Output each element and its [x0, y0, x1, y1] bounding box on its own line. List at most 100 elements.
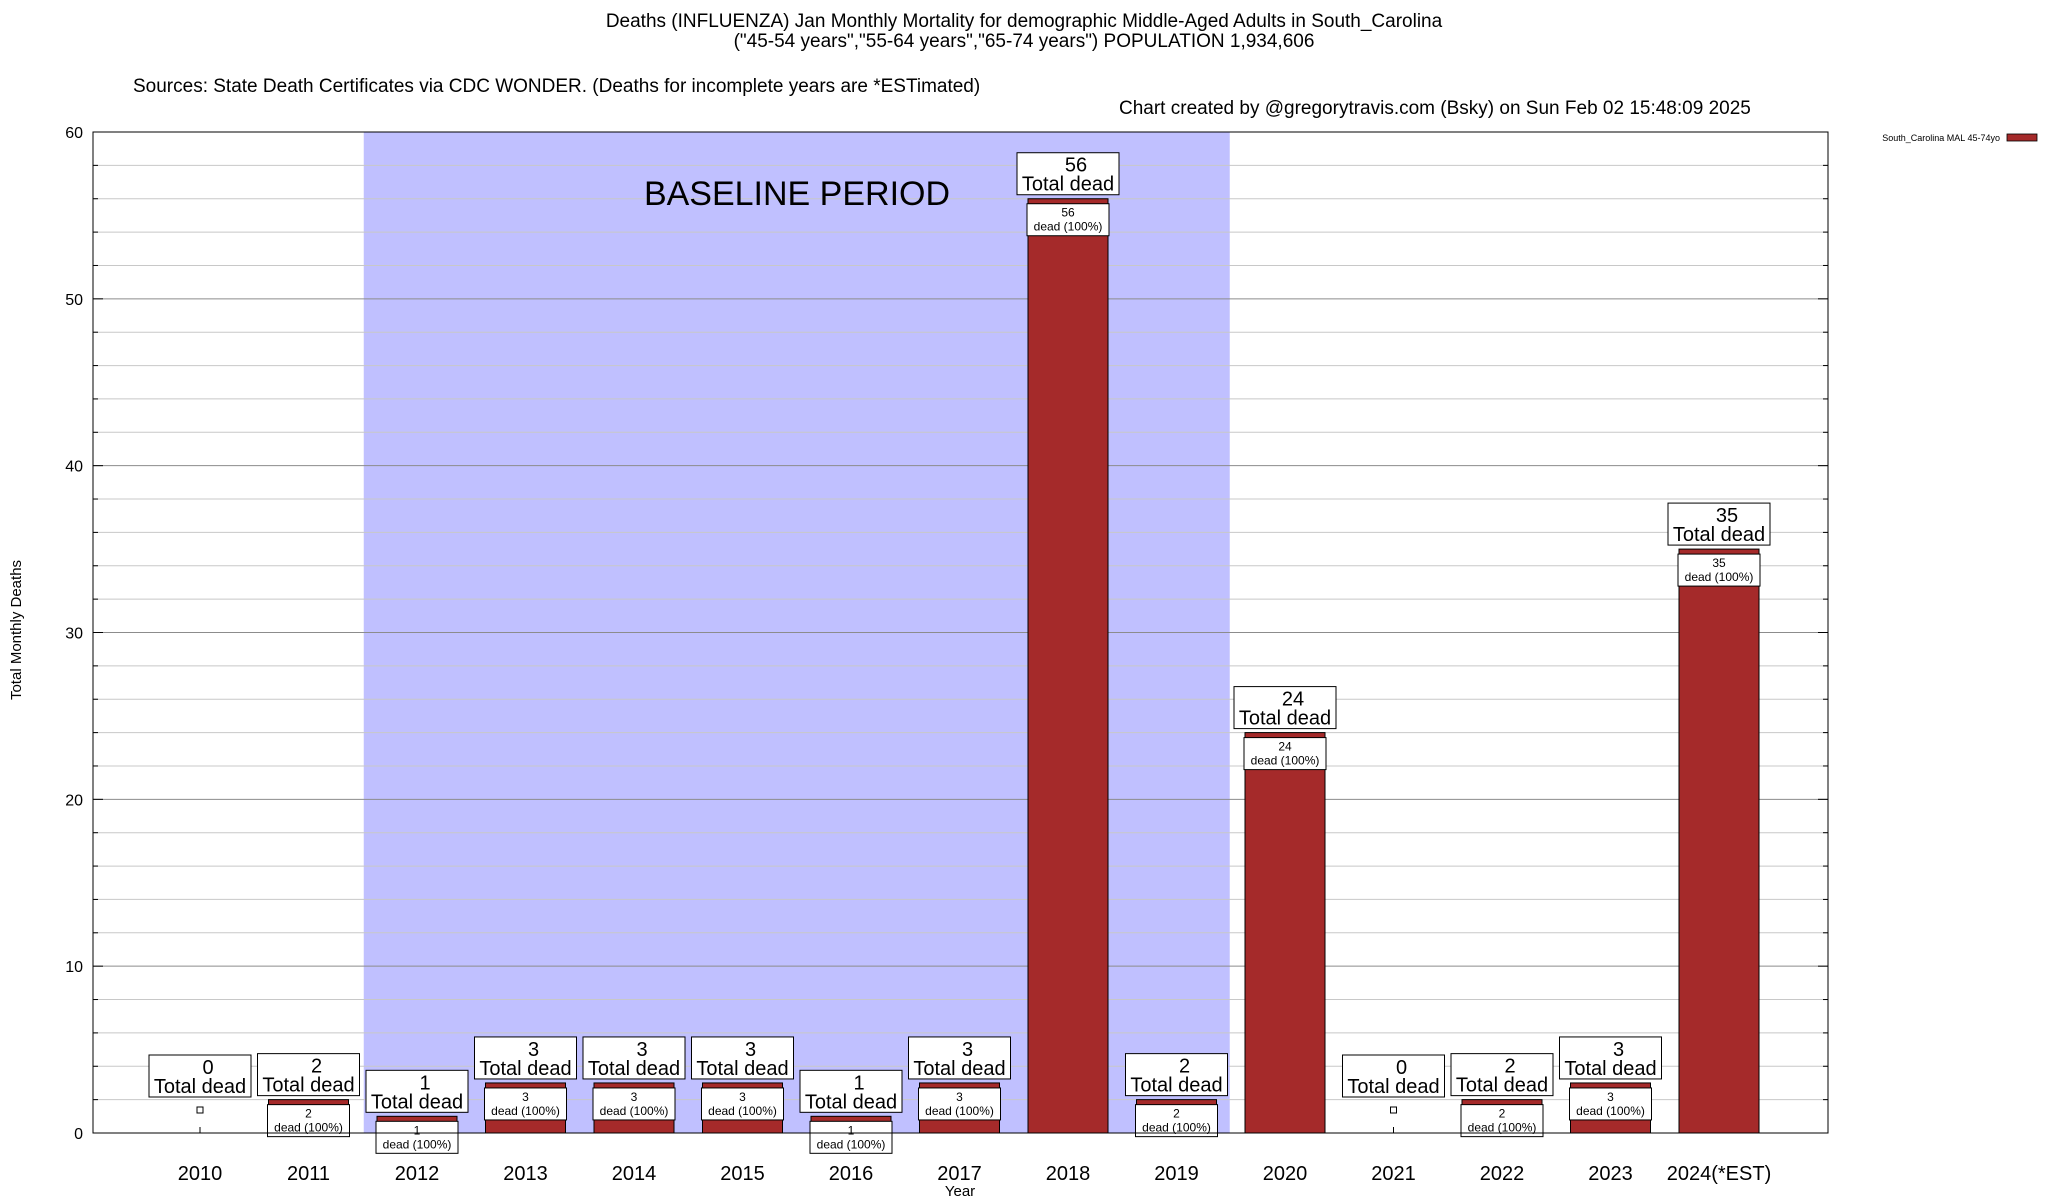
total-label-count: 2: [1504, 1056, 1515, 1078]
x-tick-label: 2019: [1154, 1163, 1199, 1185]
inner-label-count: 56: [1061, 206, 1075, 220]
x-tick-label: 2014: [612, 1163, 657, 1185]
total-label-box: [1125, 1053, 1228, 1097]
total-label-box: [474, 1036, 577, 1080]
inner-label-text: dead (100%): [274, 1121, 343, 1135]
inner-label-box: [1243, 737, 1327, 771]
legend-swatch: [2006, 133, 2038, 142]
x-tick-label: 2024(*EST): [1667, 1163, 1772, 1185]
chart-title-block: Deaths (INFLUENZA) Jan Monthly Mortality…: [0, 12, 2048, 52]
inner-label-text: dead (100%): [708, 1104, 777, 1118]
total-label-text: Total dead: [1239, 708, 1331, 730]
inner-label-count: 3: [522, 1090, 529, 1104]
inner-label-box: [484, 1087, 567, 1121]
total-label-box: [257, 1053, 360, 1097]
plot-frame: [92, 131, 1829, 1134]
inner-label-count: 35: [1712, 556, 1726, 570]
inner-label-box: [809, 1120, 893, 1154]
total-label-count: 2: [1179, 1056, 1190, 1078]
total-label-count: 2: [311, 1056, 322, 1078]
total-label-count: 3: [528, 1039, 539, 1061]
baseline-period-label: BASELINE PERIOD: [644, 175, 950, 213]
inner-label-text: dead (100%): [1468, 1121, 1537, 1135]
x-tick-label: 2011: [287, 1163, 330, 1185]
total-label-count: 1: [419, 1072, 430, 1094]
total-label-text: Total dead: [262, 1075, 354, 1097]
chart-subtitle: ("45-54 years","55-64 years","65-74 year…: [733, 31, 1315, 52]
total-label-count: 3: [962, 1039, 973, 1061]
inner-label-count: 2: [1499, 1107, 1506, 1121]
chart-title: Deaths (INFLUENZA) Jan Monthly Mortality…: [605, 11, 1443, 32]
total-label-count: 35: [1716, 505, 1738, 527]
x-axis-title: Year: [945, 1183, 975, 1200]
x-tick-label: 2021: [1371, 1163, 1416, 1185]
legend-label: South_Carolina MAL 45-74yo: [1882, 133, 2000, 143]
x-tick-label: 2018: [1046, 1163, 1091, 1185]
total-label-count: 3: [745, 1039, 756, 1061]
y-tick-label: 40: [65, 459, 83, 476]
inner-label-count: 3: [956, 1090, 963, 1104]
total-label-box: [691, 1036, 794, 1080]
total-label-text: Total dead: [1022, 174, 1114, 196]
chart-sources: Sources: State Death Certificates via CD…: [133, 76, 981, 97]
total-label-count: 3: [636, 1039, 647, 1061]
total-label-box: [1342, 1054, 1445, 1098]
total-label-text: Total dead: [371, 1091, 463, 1113]
inner-label-text: dead (100%): [1576, 1104, 1645, 1118]
inner-label-text: dead (100%): [1685, 570, 1754, 584]
y-tick-label: 10: [65, 959, 83, 976]
total-label-text: Total dead: [588, 1058, 680, 1080]
bar: [1244, 732, 1326, 1134]
inner-label-text: dead (100%): [817, 1137, 886, 1151]
inner-label-count: 2: [1173, 1107, 1180, 1121]
total-label-text: Total dead: [1456, 1075, 1548, 1097]
inner-label-box: [701, 1087, 784, 1121]
x-tick-label: 2016: [829, 1163, 874, 1185]
x-tick-label: 2023: [1588, 1163, 1633, 1185]
total-label-text: Total dead: [805, 1091, 897, 1113]
total-label-text: Total dead: [696, 1058, 788, 1080]
inner-label-box: [1135, 1104, 1218, 1138]
sources-line: Sources: State Death Certificates via CD…: [0, 54, 2048, 120]
total-label-box: [1559, 1036, 1662, 1080]
y-tick-label: 30: [65, 626, 83, 643]
inner-label-box: [375, 1120, 459, 1154]
inner-label-count: 1: [848, 1123, 855, 1137]
inner-label-box: [1677, 553, 1761, 587]
inner-label-count: 2: [305, 1107, 312, 1121]
x-tick-label: 2022: [1480, 1163, 1525, 1185]
y-axis-title: Total Monthly Deaths: [8, 560, 25, 700]
inner-label-count: 3: [739, 1090, 746, 1104]
x-tick-label: 2013: [503, 1163, 548, 1185]
inner-label-box: [1026, 203, 1110, 237]
x-tick-label: 2020: [1263, 1163, 1308, 1185]
inner-label-count: 3: [631, 1090, 638, 1104]
inner-label-text: dead (100%): [1251, 754, 1320, 768]
legend: South_Carolina MAL 45-74yo: [1882, 133, 2038, 143]
inner-label-text: dead (100%): [491, 1104, 560, 1118]
inner-label-box: [1460, 1104, 1544, 1138]
total-label-text: Total dead: [1564, 1058, 1656, 1080]
total-label-count: 56: [1065, 155, 1087, 177]
inner-label-box: [267, 1104, 350, 1138]
total-label-count: 0: [202, 1057, 213, 1079]
total-label-box: [1667, 502, 1771, 546]
total-label-count: 0: [1396, 1057, 1407, 1079]
total-label-count: 1: [853, 1072, 864, 1094]
zero-bar-marker: [196, 1106, 204, 1114]
total-label-box: [799, 1069, 903, 1113]
inner-label-box: [1569, 1087, 1652, 1121]
total-label-text: Total dead: [1130, 1075, 1222, 1097]
total-label-box: [148, 1054, 252, 1098]
total-label-box: [582, 1036, 686, 1080]
inner-label-text: dead (100%): [383, 1137, 452, 1151]
total-label-count: 24: [1282, 689, 1304, 711]
total-label-text: Total dead: [154, 1076, 246, 1098]
zero-bar-marker: [1390, 1106, 1397, 1114]
total-label-box: [1016, 152, 1120, 196]
total-label-box: [1450, 1053, 1554, 1097]
inner-label-text: dead (100%): [1142, 1121, 1211, 1135]
x-tick-label: 2012: [395, 1163, 440, 1185]
inner-label-count: 24: [1278, 740, 1292, 754]
